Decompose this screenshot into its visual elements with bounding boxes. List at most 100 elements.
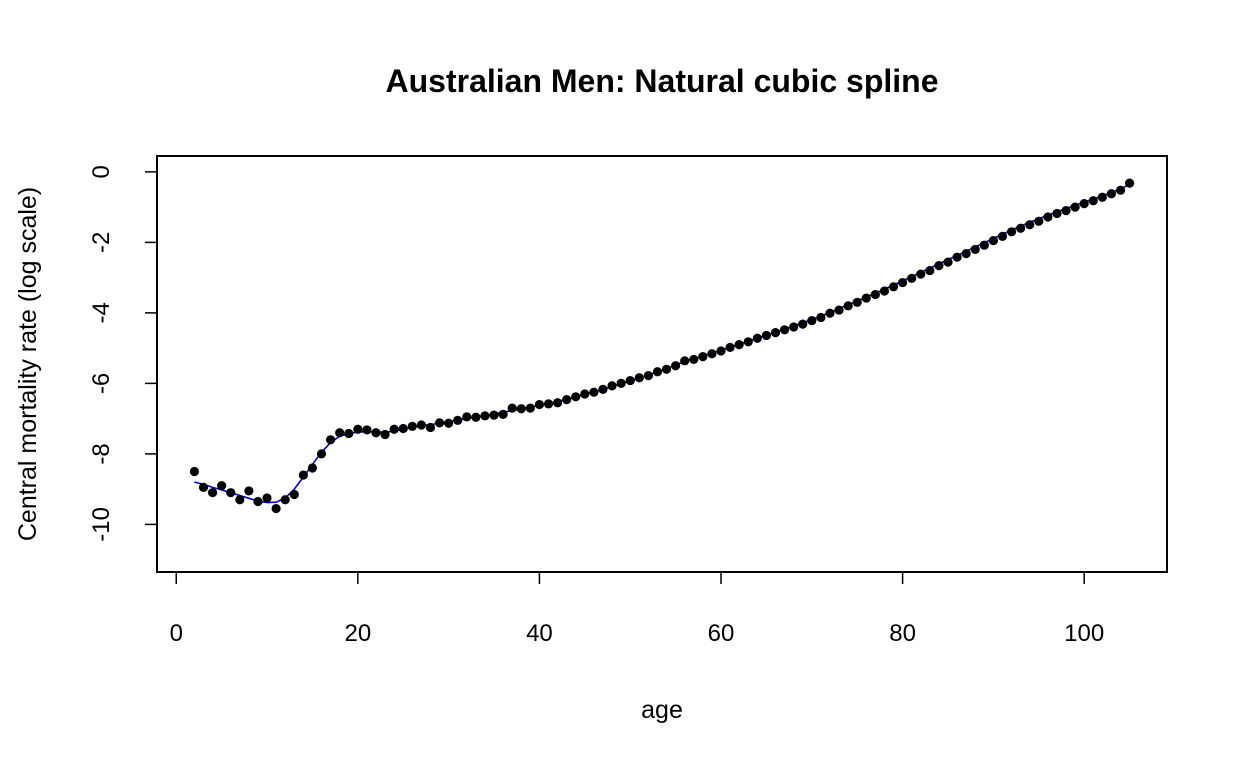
data-point: [207, 488, 218, 498]
data-point: [752, 333, 762, 343]
data-point: [552, 398, 563, 408]
data-point: [326, 435, 336, 445]
data-point: [534, 399, 545, 410]
x-tick-label: 80: [889, 620, 916, 647]
data-point: [970, 244, 980, 255]
data-point: [589, 387, 599, 397]
data-point: [907, 273, 917, 283]
y-tick-label: -2: [88, 232, 115, 253]
data-point: [988, 236, 999, 246]
x-tick-label: 60: [708, 620, 735, 647]
y-tick-label: -4: [88, 302, 115, 323]
data-point: [407, 421, 417, 431]
data-point: [716, 346, 726, 356]
data-point: [416, 420, 426, 430]
data-point: [516, 404, 526, 414]
data-point: [725, 342, 735, 353]
data-point: [643, 371, 653, 381]
data-point: [362, 425, 372, 435]
data-point: [680, 356, 690, 366]
data-point: [634, 373, 644, 383]
data-point: [916, 269, 926, 279]
spline-fit-line: [194, 183, 1130, 504]
data-point: [979, 240, 989, 250]
y-axis: 0 -2 -4 -6 -8 -10: [88, 165, 158, 542]
data-point: [1061, 206, 1071, 216]
data-point: [1124, 178, 1135, 188]
plot-frame: [156, 155, 1168, 573]
data-point: [389, 424, 399, 434]
data-point: [807, 316, 817, 326]
x-axis-label: age: [641, 696, 683, 724]
data-point: [425, 422, 436, 433]
data-point: [943, 257, 953, 267]
data-point: [543, 399, 554, 409]
data-point: [262, 493, 272, 503]
data-point: [898, 277, 908, 288]
data-point: [280, 495, 290, 505]
data-point: [925, 265, 935, 276]
data-point: [825, 308, 835, 318]
data-point: [861, 293, 871, 303]
data-point: [779, 325, 790, 335]
data-point: [1052, 208, 1062, 219]
data-point: [316, 449, 327, 459]
data-point: [770, 328, 781, 338]
data-point: [734, 340, 744, 350]
data-point: [189, 466, 200, 477]
data-point: [525, 403, 535, 413]
data-point: [843, 301, 853, 311]
data-point: [453, 415, 463, 426]
data-point: [498, 409, 508, 420]
data-point: [870, 289, 880, 300]
data-point: [480, 411, 490, 421]
data-point: [661, 364, 672, 374]
data-point: [271, 503, 281, 514]
data-point: [198, 482, 209, 492]
data-point: [1043, 212, 1053, 222]
data-point: [371, 428, 381, 438]
x-tick-label: 40: [526, 620, 553, 647]
data-point: [789, 322, 799, 332]
data-point: [217, 481, 227, 491]
data-point: [888, 282, 899, 292]
data-point: [235, 495, 245, 505]
data-point: [571, 392, 581, 402]
data-point: [671, 361, 681, 371]
data-point: [652, 367, 663, 377]
data-point: [244, 486, 254, 496]
data-point: [689, 354, 699, 365]
x-tick-label: 0: [170, 620, 183, 647]
data-point: [444, 418, 454, 428]
data-point: [816, 312, 826, 323]
data-points: [189, 178, 1135, 514]
chart-title: Australian Men: Natural cubic spline: [386, 63, 939, 99]
data-point: [798, 319, 808, 329]
data-point: [743, 337, 753, 347]
data-point: [607, 381, 617, 391]
data-point: [344, 428, 354, 439]
data-point: [1106, 189, 1117, 199]
data-point: [879, 286, 890, 296]
data-point: [698, 352, 708, 362]
data-point: [707, 349, 717, 359]
data-point: [852, 297, 862, 307]
data-point: [289, 489, 299, 500]
data-point: [1025, 220, 1035, 230]
data-point: [1006, 227, 1017, 237]
data-point: [380, 429, 390, 440]
x-tick-label: 20: [344, 620, 371, 647]
data-point: [616, 378, 626, 388]
data-point: [253, 496, 263, 507]
y-tick-label: -6: [88, 373, 115, 394]
y-tick-label: 0: [88, 165, 115, 178]
data-point: [434, 418, 445, 428]
data-point: [462, 412, 472, 422]
data-point: [1079, 198, 1089, 209]
data-point: [1115, 185, 1126, 195]
data-point: [335, 428, 345, 438]
data-point: [1088, 196, 1098, 206]
y-axis-label: Central mortality rate (log scale): [14, 187, 42, 541]
data-point: [562, 395, 572, 405]
